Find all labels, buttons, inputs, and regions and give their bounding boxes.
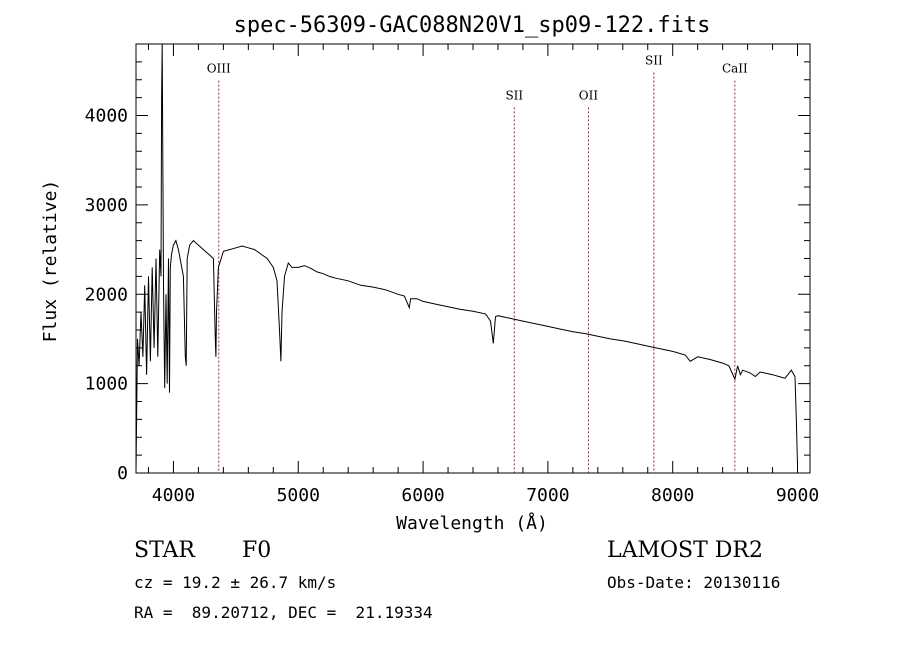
x-tick-label: 6000 <box>401 485 444 506</box>
spectrum-line <box>135 43 798 474</box>
x-tick-label: 9000 <box>776 485 819 506</box>
x-tick-label: 5000 <box>277 485 320 506</box>
line-marker-label: OIII <box>207 62 231 76</box>
line-marker-label: OII <box>579 88 599 102</box>
x-tick-label: 7000 <box>526 485 569 506</box>
x-tick-label: 8000 <box>651 485 694 506</box>
y-tick-label: 2000 <box>85 284 128 305</box>
chart-title: spec-56309-GAC088N20V1_sp09-122.fits <box>234 13 711 38</box>
y-tick-label: 3000 <box>85 195 128 216</box>
line-marker-label: SII <box>645 54 663 68</box>
line-marker-label: SII <box>505 88 523 102</box>
x-axis-label: Wavelength (Å) <box>396 512 548 534</box>
line-marker-label: CaII <box>722 62 748 76</box>
line-markers: OIII SII OII SII CaII <box>207 54 748 473</box>
spectral-subclass: F0 <box>242 538 272 563</box>
y-tick-label: 1000 <box>85 374 128 395</box>
y-axis: 0 1000 2000 3000 4000 <box>85 61 810 484</box>
y-tick-label: 4000 <box>85 106 128 127</box>
coordinates-text: RA = 89.20712, DEC = 21.19334 <box>134 603 433 622</box>
obs-date-text: Obs-Date: 20130116 <box>607 573 781 592</box>
survey-name: LAMOST DR2 <box>607 538 763 563</box>
redshift-text: cz = 19.2 ± 26.7 km/s <box>134 573 337 592</box>
plot-frame <box>135 43 811 474</box>
x-axis: 4000 5000 6000 7000 8000 9000 <box>147 44 819 506</box>
x-tick-label: 4000 <box>152 485 195 506</box>
y-axis-label: Flux (relative) <box>40 180 61 343</box>
y-tick-label: 0 <box>117 463 128 484</box>
object-class: STAR <box>134 538 195 563</box>
spectrum-chart: spec-56309-GAC088N20V1_sp09-122.fits OII… <box>40 13 819 534</box>
